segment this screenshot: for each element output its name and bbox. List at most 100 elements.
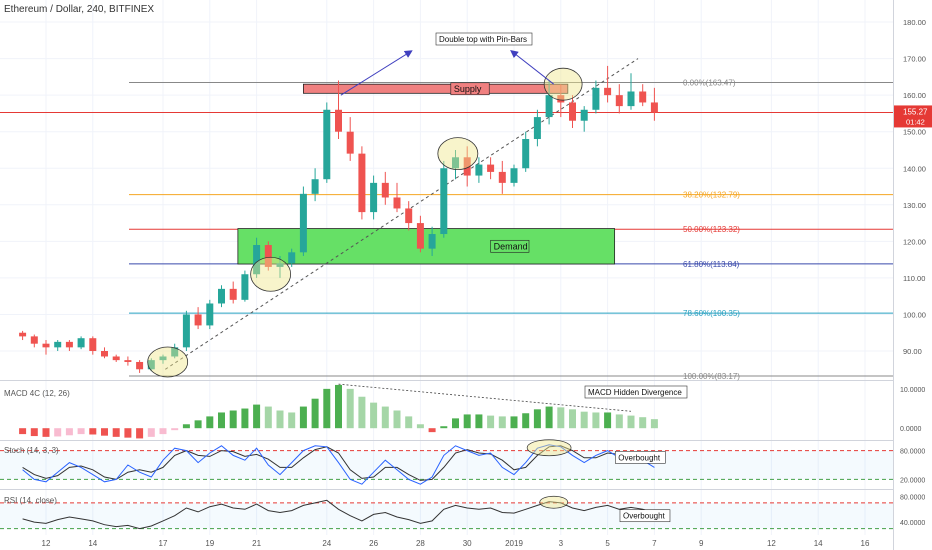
highlight-ellipse[interactable] <box>250 256 292 292</box>
highlight-ellipse[interactable] <box>437 137 479 171</box>
macd-bar <box>206 416 214 429</box>
candle-body <box>405 208 413 224</box>
highlight-ellipse[interactable] <box>147 346 189 378</box>
candle-body <box>346 131 354 154</box>
rsi-annotation: Overbought <box>623 512 666 521</box>
price-tick-label: 100.00 <box>903 310 926 319</box>
candle-body <box>381 182 389 198</box>
macd-bar <box>276 410 284 429</box>
candle-body <box>557 95 565 103</box>
time-axis[interactable]: 12 14 17 19 21 24 26 28 30 2019 3 5 7 9 12 14 16 <box>0 535 893 550</box>
annotation-arrows[interactable]: Double top with Pin-Bars <box>340 32 555 96</box>
annotation-double-top: Double top with Pin-Bars <box>439 35 527 44</box>
macd-bar <box>147 428 155 437</box>
macd-bar <box>615 414 623 429</box>
rsi-ellipse[interactable] <box>539 495 569 509</box>
candle-body <box>627 91 635 107</box>
candle-body <box>218 288 225 304</box>
current-price-tag[interactable] <box>894 105 932 128</box>
candle-body <box>615 95 623 107</box>
price-tick-label: 130.00 <box>903 201 926 210</box>
macd-bar <box>416 424 424 429</box>
current-price-label: 155.27 <box>903 107 928 116</box>
macd-bar <box>42 428 50 437</box>
candle-body <box>358 153 366 213</box>
macd-bar <box>557 407 565 429</box>
price-axis[interactable]: 180.00 170.00 160.00 150.00 140.00 130.00 120.… <box>894 0 932 550</box>
macd-bar <box>533 409 541 429</box>
time-tick-label: 19 <box>205 539 214 548</box>
fib-label: 61.80%(113.84) <box>683 260 740 269</box>
macd-bar <box>428 428 436 433</box>
candle-body <box>77 338 85 348</box>
macd-bar <box>241 408 249 429</box>
macd-bar <box>323 388 331 429</box>
macd-bar <box>370 402 378 429</box>
rsi-annotation-box <box>619 509 671 523</box>
macd-bar <box>358 396 366 429</box>
time-tick-label: 12 <box>767 539 776 548</box>
price-tick-label: 90.00 <box>903 347 922 356</box>
macd-bar <box>19 428 27 435</box>
annotation-box <box>435 32 533 46</box>
rsi-tick-label: 40.0000 <box>900 520 925 527</box>
candle-body <box>42 343 50 348</box>
candle-body <box>136 361 144 370</box>
time-tick-label: 17 <box>159 539 168 548</box>
candle-body <box>54 341 62 348</box>
macd-bar <box>112 428 120 437</box>
macd-bar <box>101 428 108 436</box>
macd-bar <box>194 420 202 429</box>
macd-bar <box>253 404 261 429</box>
candle-body <box>604 87 612 96</box>
candle-body <box>264 245 272 267</box>
arrow-up-left[interactable] <box>510 50 555 85</box>
time-tick-label: 30 <box>463 539 472 548</box>
macd-bar <box>498 416 506 429</box>
macd-bar <box>229 410 237 429</box>
price-tick-label: 180.00 <box>903 18 926 27</box>
macd-bar <box>171 428 179 431</box>
arrow-up-right[interactable] <box>340 50 413 96</box>
dashed-trendline[interactable] <box>165 58 639 370</box>
macd-bar <box>522 413 530 429</box>
price-tick-label: 170.00 <box>903 55 926 64</box>
candle-body <box>124 360 132 362</box>
macd-bar <box>650 419 658 429</box>
macd-bar <box>604 412 612 429</box>
macd-bar <box>65 428 73 436</box>
candle-body <box>311 179 319 194</box>
candle-body <box>650 102 658 113</box>
stoch-ellipse[interactable] <box>526 439 572 457</box>
macd-bar <box>288 412 296 429</box>
macd-bar <box>299 406 307 429</box>
macd-bar <box>218 412 225 429</box>
time-tick-label: 24 <box>322 539 331 548</box>
time-axis-bg <box>0 535 893 550</box>
highlight-ellipse[interactable] <box>543 67 583 101</box>
macd-bar <box>89 428 97 435</box>
macd-bar <box>381 406 389 429</box>
rsi-line <box>22 499 655 530</box>
fib-label: 78.60%(100.35) <box>683 309 740 318</box>
trendline[interactable] <box>165 58 639 370</box>
macd-bar <box>569 409 576 429</box>
candle-body <box>428 234 436 249</box>
macd-bar <box>136 428 144 439</box>
rsi-title: RSI (14, close) <box>4 496 57 505</box>
rsi-band <box>0 502 893 529</box>
candle-body <box>89 338 97 351</box>
fib-label: 50.00%(123.32) <box>683 225 740 234</box>
stoch-title: Stoch (14, 3, 3) <box>4 446 59 455</box>
macd-bar <box>580 411 588 429</box>
macd-bar <box>311 398 319 429</box>
candle-body <box>452 157 459 169</box>
macd-bar <box>463 414 471 429</box>
candle-body <box>299 193 307 253</box>
zone-supply[interactable] <box>302 83 569 94</box>
highlight-ellipses[interactable] <box>147 67 583 378</box>
stoch-tick-label: 80.0000 <box>900 449 925 456</box>
candle-body <box>112 356 120 361</box>
price-tick-label: 110.00 <box>903 274 925 283</box>
